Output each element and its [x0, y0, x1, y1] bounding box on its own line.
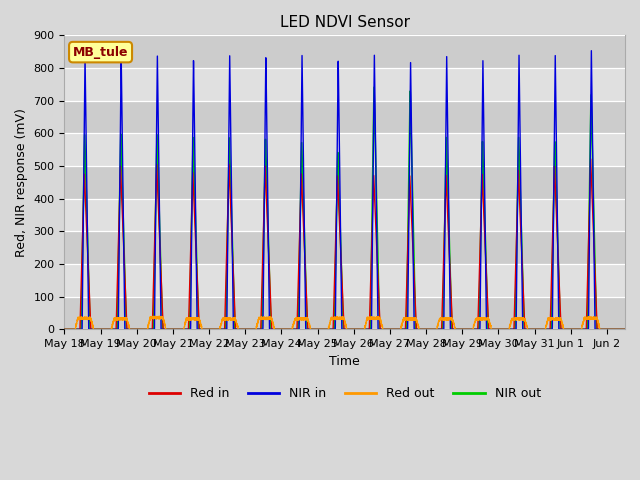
Line: Red out: Red out	[65, 316, 625, 329]
NIR in	[621, 326, 629, 332]
Red out	[163, 326, 170, 332]
Bar	[65, 199, 625, 231]
Legend: Red in, NIR in, Red out, NIR out: Red in, NIR in, Red out, NIR out	[143, 383, 546, 406]
Red out	[479, 315, 486, 321]
Line: NIR out: NIR out	[65, 87, 625, 329]
NIR out	[425, 326, 433, 332]
Bar	[65, 297, 625, 329]
Title: LED NDVI Sensor: LED NDVI Sensor	[280, 15, 410, 30]
NIR out	[522, 326, 529, 332]
Red in	[479, 184, 486, 190]
NIR in	[61, 326, 68, 332]
NIR out	[61, 326, 68, 332]
NIR in	[425, 326, 433, 332]
Red in	[61, 326, 68, 332]
Red in	[587, 156, 595, 162]
Red out	[621, 326, 629, 332]
Line: Red in: Red in	[65, 159, 625, 329]
NIR in	[588, 48, 595, 54]
NIR out	[479, 148, 486, 154]
NIR in	[163, 326, 170, 332]
NIR in	[275, 326, 282, 332]
NIR out	[370, 84, 378, 90]
Red in	[621, 326, 629, 332]
Red in	[163, 326, 170, 332]
NIR out	[275, 326, 282, 332]
Bar	[65, 166, 625, 199]
Y-axis label: Red, NIR response (mV): Red, NIR response (mV)	[15, 108, 28, 257]
Red out	[156, 313, 163, 319]
Bar	[65, 133, 625, 166]
NIR out	[163, 326, 170, 332]
Bar	[65, 231, 625, 264]
Red in	[522, 326, 529, 332]
Line: NIR in: NIR in	[65, 51, 625, 329]
Red out	[61, 326, 68, 332]
NIR out	[621, 326, 629, 332]
Red in	[397, 326, 404, 332]
Red in	[275, 326, 282, 332]
Bar	[65, 36, 625, 68]
NIR in	[522, 326, 529, 332]
Bar	[65, 264, 625, 297]
Red out	[522, 319, 529, 324]
Bar	[65, 101, 625, 133]
Red out	[275, 326, 282, 332]
Bar	[65, 68, 625, 101]
Text: MB_tule: MB_tule	[73, 46, 128, 59]
NIR in	[479, 70, 486, 75]
Red out	[397, 326, 404, 332]
NIR out	[397, 326, 404, 332]
X-axis label: Time: Time	[330, 355, 360, 368]
NIR in	[397, 326, 404, 332]
Red in	[425, 326, 433, 332]
Red out	[425, 326, 433, 332]
